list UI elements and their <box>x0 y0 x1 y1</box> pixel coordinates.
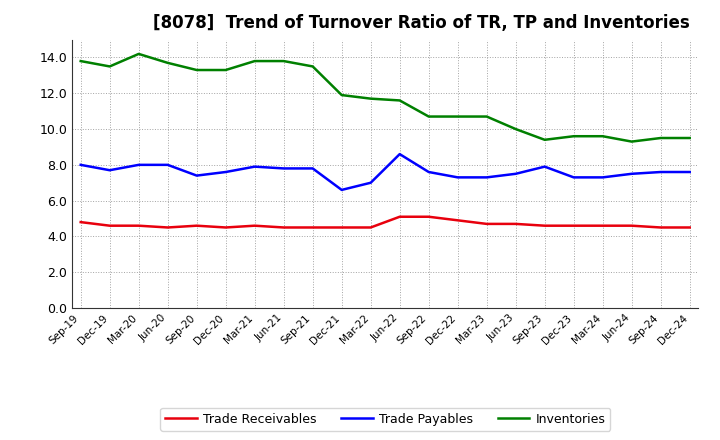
Trade Receivables <box>279 225 288 230</box>
Inventories <box>570 134 578 139</box>
Inventories <box>105 64 114 69</box>
Trade Receivables <box>454 218 462 223</box>
Inventories <box>598 134 607 139</box>
Inventories <box>541 137 549 143</box>
Trade Receivables <box>511 221 520 227</box>
Trade Receivables <box>395 214 404 220</box>
Inventories <box>657 136 665 141</box>
Trade Receivables <box>657 225 665 230</box>
Trade Receivables <box>308 225 317 230</box>
Trade Payables <box>279 166 288 171</box>
Trade Receivables <box>251 223 259 228</box>
Trade Receivables <box>105 223 114 228</box>
Trade Payables <box>192 173 201 178</box>
Inventories <box>135 51 143 57</box>
Trade Payables <box>685 169 694 175</box>
Trade Payables <box>598 175 607 180</box>
Trade Receivables <box>76 220 85 225</box>
Text: [8078]  Trend of Turnover Ratio of TR, TP and Inventories: [8078] Trend of Turnover Ratio of TR, TP… <box>153 15 690 33</box>
Line: Trade Receivables: Trade Receivables <box>81 217 690 227</box>
Inventories <box>395 98 404 103</box>
Trade Receivables <box>366 225 375 230</box>
Trade Receivables <box>541 223 549 228</box>
Line: Inventories: Inventories <box>81 54 690 142</box>
Trade Payables <box>308 166 317 171</box>
Trade Payables <box>424 169 433 175</box>
Trade Payables <box>570 175 578 180</box>
Trade Receivables <box>482 221 491 227</box>
Trade Receivables <box>192 223 201 228</box>
Inventories <box>221 67 230 73</box>
Inventories <box>192 67 201 73</box>
Trade Payables <box>454 175 462 180</box>
Trade Payables <box>251 164 259 169</box>
Trade Payables <box>76 162 85 168</box>
Trade Payables <box>105 168 114 173</box>
Inventories <box>366 96 375 101</box>
Trade Payables <box>541 164 549 169</box>
Trade Payables <box>627 171 636 176</box>
Inventories <box>251 59 259 64</box>
Legend: Trade Receivables, Trade Payables, Inventories: Trade Receivables, Trade Payables, Inven… <box>161 407 610 431</box>
Inventories <box>163 60 172 66</box>
Trade Receivables <box>135 223 143 228</box>
Inventories <box>308 64 317 69</box>
Trade Payables <box>482 175 491 180</box>
Inventories <box>685 136 694 141</box>
Trade Payables <box>163 162 172 168</box>
Trade Payables <box>395 151 404 157</box>
Trade Payables <box>366 180 375 185</box>
Inventories <box>482 114 491 119</box>
Trade Receivables <box>338 225 346 230</box>
Inventories <box>511 126 520 132</box>
Trade Receivables <box>163 225 172 230</box>
Trade Receivables <box>627 223 636 228</box>
Inventories <box>454 114 462 119</box>
Trade Payables <box>657 169 665 175</box>
Trade Receivables <box>570 223 578 228</box>
Inventories <box>338 92 346 98</box>
Trade Payables <box>221 169 230 175</box>
Trade Payables <box>135 162 143 168</box>
Trade Receivables <box>221 225 230 230</box>
Trade Receivables <box>685 225 694 230</box>
Inventories <box>76 59 85 64</box>
Trade Receivables <box>424 214 433 220</box>
Inventories <box>627 139 636 144</box>
Trade Payables <box>338 187 346 193</box>
Inventories <box>279 59 288 64</box>
Inventories <box>424 114 433 119</box>
Trade Payables <box>511 171 520 176</box>
Line: Trade Payables: Trade Payables <box>81 154 690 190</box>
Trade Receivables <box>598 223 607 228</box>
